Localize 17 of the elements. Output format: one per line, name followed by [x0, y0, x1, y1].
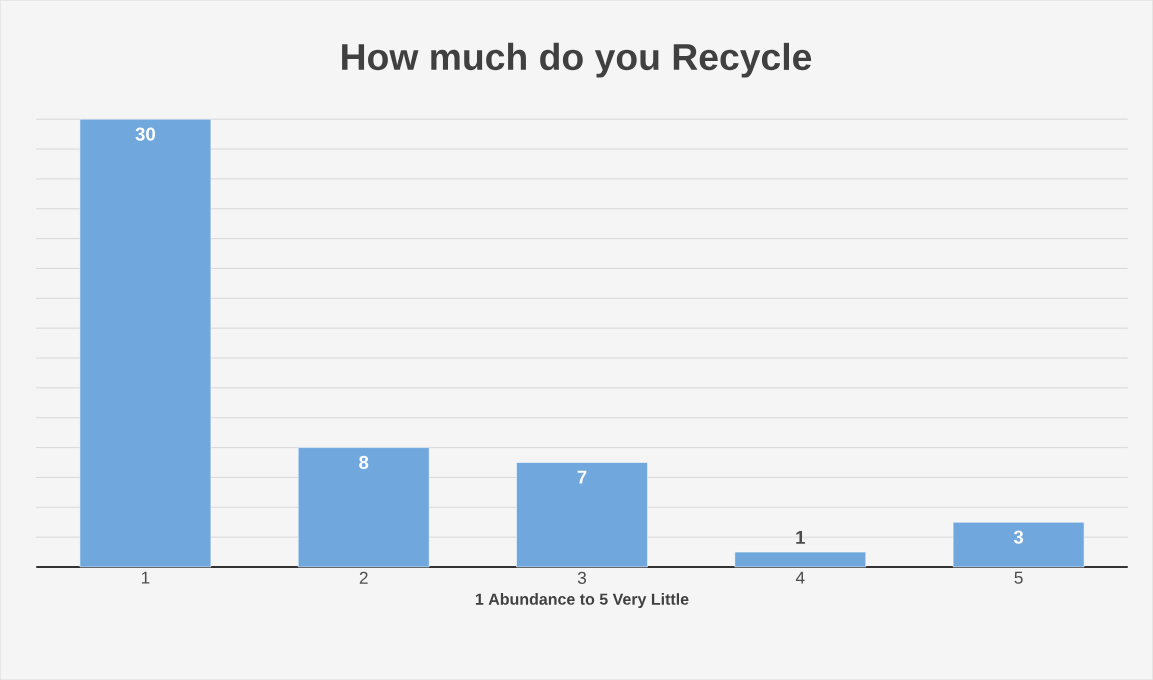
data-label: 8 — [359, 455, 369, 469]
data-label: 7 — [577, 470, 587, 484]
bar — [79, 118, 212, 568]
x-tick-label: 2 — [359, 571, 368, 584]
bar — [516, 462, 648, 568]
x-axis-title: 1 Abundance to 5 Very Little — [475, 593, 689, 608]
x-tick-label: 1 — [141, 571, 150, 584]
bar — [952, 521, 1085, 568]
bar — [734, 551, 867, 568]
data-label: 30 — [135, 127, 156, 141]
x-tick-label: 4 — [795, 571, 805, 584]
data-label: 1 — [796, 530, 805, 544]
x-tick-label: 5 — [1014, 571, 1023, 584]
chart-title: How much do you Recycle — [342, 42, 812, 78]
bar — [297, 447, 430, 568]
data-label: 3 — [1013, 530, 1024, 544]
x-tick-label: 3 — [577, 571, 587, 584]
